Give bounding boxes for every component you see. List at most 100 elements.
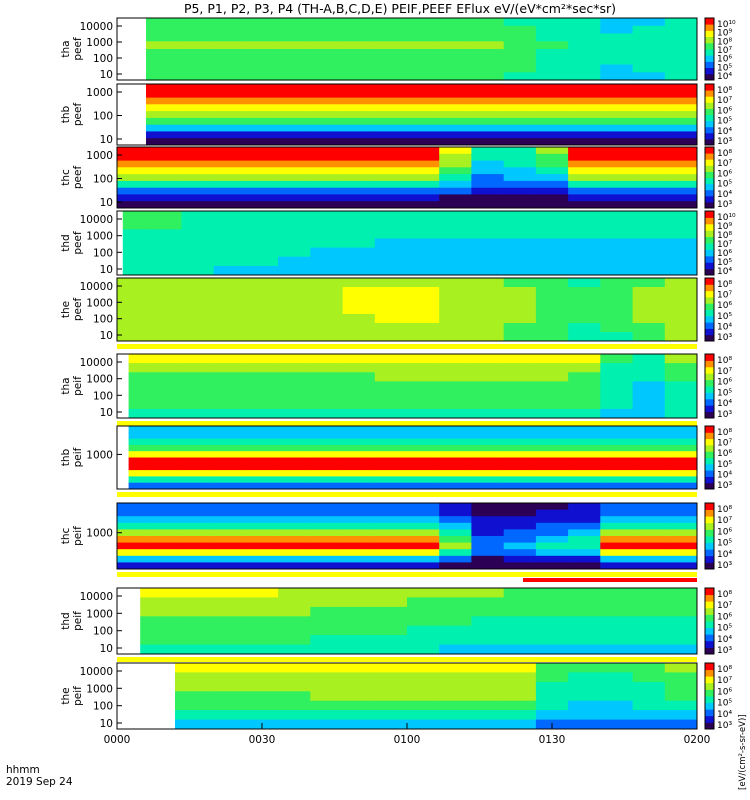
colorbar-tick-label: 10⁸	[717, 505, 732, 515]
spectrogram-cell	[128, 408, 150, 419]
spectrogram-cell	[407, 72, 440, 81]
spectrogram-cell	[310, 194, 343, 202]
spectrogram-cell	[213, 117, 247, 126]
spectrogram-cell	[149, 229, 182, 239]
spectrogram-cell	[278, 111, 311, 119]
spectrogram-cell	[374, 503, 408, 511]
spectrogram-cell	[181, 438, 215, 446]
spectrogram-cell	[439, 238, 472, 248]
colorbar-segment	[705, 219, 714, 222]
spectrogram-cell	[149, 97, 182, 105]
spectrogram-cell	[117, 287, 150, 297]
y-axis-label-probe: tha	[60, 40, 72, 57]
colorbar-segment	[705, 622, 714, 625]
spectrogram-cell	[632, 111, 666, 119]
spectrogram-cell	[278, 147, 311, 155]
spectrogram-cell	[503, 287, 537, 297]
colorbar-tick-label: 10⁹	[717, 29, 732, 39]
spectrogram-cell	[117, 562, 150, 570]
colorbar-segment	[705, 443, 714, 446]
spectrogram-cell	[503, 84, 537, 92]
colorbar-segment	[705, 676, 714, 679]
spectrogram-cell	[213, 719, 247, 730]
spectrogram-cell	[245, 470, 279, 477]
spectrogram-cell	[213, 238, 247, 248]
spectrogram-cell	[342, 278, 376, 288]
colorbar-segment	[705, 710, 714, 713]
spectrogram-cell	[245, 323, 279, 333]
spectrogram-cell	[181, 104, 215, 112]
spectrogram-cell	[439, 104, 472, 112]
colorbar-segment	[705, 363, 714, 366]
spectrogram-cell	[600, 625, 633, 636]
spectrogram-cell	[600, 194, 633, 202]
colorbar-segment	[705, 151, 714, 154]
colorbar-segment	[705, 484, 714, 487]
spectrogram-cell	[149, 84, 182, 92]
colorbar-segment	[705, 301, 714, 304]
spectrogram-cell	[342, 597, 376, 608]
spectrogram-cell	[278, 719, 311, 730]
spectrogram-cell	[342, 562, 376, 570]
colorbar-segment	[705, 292, 714, 295]
colorbar-segment	[705, 45, 714, 48]
spectrogram-cell	[245, 90, 279, 99]
colorbar-tick-label: 10⁷	[717, 46, 732, 56]
colorbar-segment	[705, 249, 714, 252]
spectrogram-cell	[600, 555, 633, 563]
spectrogram-cell	[439, 229, 472, 239]
spectrogram-cell	[213, 33, 247, 42]
spectrogram-cell	[342, 482, 376, 490]
spectrogram-cell	[213, 153, 247, 162]
y-tick-label: 10	[100, 264, 113, 276]
spectrogram-cell	[149, 256, 182, 267]
spectrogram-cell	[600, 536, 633, 544]
spectrogram-cell	[535, 542, 569, 550]
colorbar-segment	[705, 212, 714, 215]
spectrogram-cell	[181, 522, 215, 530]
colorbar-segment	[705, 122, 714, 125]
spectrogram-cell	[471, 390, 505, 401]
spectrogram-cell	[342, 33, 376, 42]
colorbar-segment	[705, 511, 714, 514]
colorbar-segment	[705, 481, 714, 484]
spectrogram-cell	[213, 354, 247, 364]
colorbar-segment	[705, 183, 714, 186]
y-axis-label-product: peif	[72, 376, 84, 396]
spectrogram-cell	[568, 124, 601, 132]
spectrogram-cell	[632, 644, 666, 655]
spectrogram-cell	[213, 160, 247, 168]
spectrogram-cell	[374, 536, 408, 544]
spectrogram-cell	[568, 516, 601, 524]
spectrogram-cell	[278, 84, 311, 92]
spectrogram-cell	[374, 90, 408, 99]
spectrogram-cell	[128, 470, 150, 477]
spectrogram-cell	[407, 49, 440, 58]
spectrogram-cell	[213, 457, 247, 465]
spectrogram-cell	[213, 220, 247, 230]
spectrogram-cell	[632, 49, 666, 58]
spectrogram-cell	[600, 49, 633, 58]
colorbar-segment	[705, 529, 714, 532]
spectrogram-cell	[632, 332, 666, 342]
spectrogram-cell	[213, 597, 247, 608]
spectrogram-cell	[374, 399, 408, 410]
spectrogram-cell	[503, 25, 537, 35]
spectrogram-cell	[535, 84, 569, 92]
spectrogram-cell	[342, 111, 376, 119]
spectrogram-cell	[181, 457, 215, 465]
spectrogram-cell	[342, 363, 376, 373]
spectrogram-cell	[213, 180, 247, 189]
spectrogram-cell	[117, 516, 150, 524]
spectrogram-cell	[407, 33, 440, 42]
colorbar-segment	[705, 135, 714, 138]
spectrogram-cell	[128, 451, 150, 458]
spectrogram-cell	[181, 111, 215, 119]
colorbar-segment	[705, 307, 714, 310]
colorbar-segment	[705, 131, 714, 134]
